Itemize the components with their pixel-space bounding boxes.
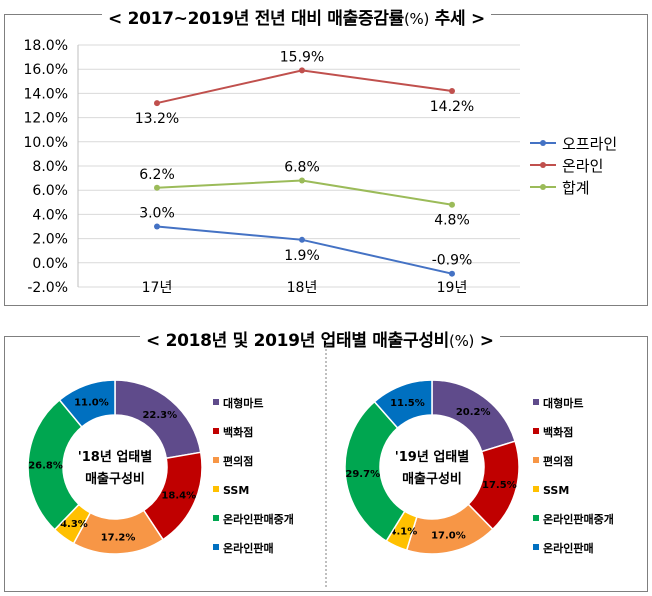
slice-label: 4.3% <box>60 519 88 530</box>
legend-marker <box>540 184 546 190</box>
data-label: 13.2% <box>135 111 179 127</box>
line-chart-title-unit: (%) <box>404 10 430 28</box>
slice-label: 17.2% <box>101 532 136 543</box>
donut-center-label: 매출구성비 <box>402 471 462 487</box>
legend-label: 백화점 <box>543 425 573 439</box>
legend-label: SSM <box>223 484 249 497</box>
data-point <box>154 100 160 107</box>
data-label: 14.2% <box>430 99 474 115</box>
legend-label: 편의점 <box>223 454 253 468</box>
line-chart: -2.0% 0.0% 2.0% 4.0% 6.0% 8.0% 10.0% 12.0% 14.0%… <box>24 38 618 296</box>
slice-label: 20.2% <box>456 407 491 418</box>
legend-swatch <box>533 428 539 434</box>
slice-label: 17.5% <box>482 480 517 491</box>
legend-label: 온라인판매 <box>543 541 594 555</box>
legend-label: 합계 <box>562 179 590 197</box>
line-chart-panel <box>4 14 648 306</box>
donut-center-label: '18년 업태별 <box>78 449 152 465</box>
data-label: 6.2% <box>139 167 175 183</box>
legend-swatch <box>213 457 219 463</box>
legend-swatch <box>213 399 219 405</box>
legend-label: SSM <box>543 484 569 497</box>
legend-label: 온라인판매중개 <box>223 512 294 526</box>
donut-center-label: '19년 업태별 <box>395 449 469 465</box>
y-tick-label: 14.0% <box>24 86 68 102</box>
data-label: 15.9% <box>280 49 324 65</box>
line-chart-title-text: < 2017~2019년 전년 대비 매출증감률 <box>108 9 404 29</box>
donut-slice <box>58 379 116 428</box>
donut-chart-title-suffix: > <box>474 331 494 351</box>
legend-marker <box>540 162 546 168</box>
legend-marker <box>540 140 546 146</box>
legend-label: 대형마트 <box>543 396 583 410</box>
data-point <box>449 270 455 277</box>
legend-swatch <box>213 515 219 521</box>
donut-slice <box>373 379 433 430</box>
donut-chart-title: < 2018년 및 2019년 업태별 매출구성비(%) > <box>140 326 500 351</box>
y-tick-label: 12.0% <box>24 111 68 127</box>
data-point <box>154 184 160 191</box>
y-tick-label: 2.0% <box>32 232 68 248</box>
donut-chart-title-unit: (%) <box>449 332 475 350</box>
y-tick-label: 4.0% <box>32 207 68 223</box>
slice-label: 17.0% <box>431 531 466 542</box>
slice-label: 4.1% <box>390 526 418 537</box>
legend-label: 온라인판매 <box>223 541 274 555</box>
y-tick-label: 16.0% <box>24 62 68 78</box>
legend-label: 온라인 <box>562 157 603 175</box>
y-tick-label: 10.0% <box>24 135 68 151</box>
slice-label: 18.4% <box>161 491 196 502</box>
legend-swatch <box>213 544 219 550</box>
donut-chart-title-text: < 2018년 및 2019년 업태별 매출구성비 <box>146 331 450 351</box>
data-point <box>299 177 305 184</box>
legend-swatch <box>533 544 539 550</box>
y-tick-label: 8.0% <box>32 159 68 175</box>
data-label: 1.9% <box>284 248 320 264</box>
line-chart-title-suffix: 추세 > <box>429 9 486 29</box>
x-tick-label: 17년 <box>142 280 173 296</box>
y-tick-label: 18.0% <box>24 38 68 54</box>
line-chart-title: < 2017~2019년 전년 대비 매출증감률(%) 추세 > <box>102 4 491 29</box>
data-point <box>449 201 455 208</box>
donut-center-label: 매출구성비 <box>85 471 145 487</box>
slice-label: 11.0% <box>74 398 109 409</box>
data-point <box>449 87 455 94</box>
data-label: -0.9% <box>432 253 473 269</box>
legend-swatch <box>533 486 539 492</box>
slice-label: 26.8% <box>28 460 63 471</box>
legend-swatch <box>533 515 539 521</box>
y-tick-label: -2.0% <box>27 280 68 296</box>
x-tick-label: 18년 <box>287 280 318 296</box>
x-tick-label: 19년 <box>437 280 468 296</box>
data-point <box>299 236 305 243</box>
data-label: 4.8% <box>434 213 470 229</box>
slice-label: 11.5% <box>390 398 425 409</box>
legend-label: 편의점 <box>543 454 573 468</box>
legend-swatch <box>533 457 539 463</box>
data-label: 3.0% <box>139 206 175 222</box>
legend-label: 대형마트 <box>223 396 263 410</box>
data-label: 6.8% <box>284 160 320 176</box>
y-tick-label: 6.0% <box>32 183 68 199</box>
legend-swatch <box>213 486 219 492</box>
legend-label: 백화점 <box>223 425 253 439</box>
legend-label: 온라인판매중개 <box>543 512 614 526</box>
slice-label: 29.7% <box>345 469 380 480</box>
data-point <box>299 67 305 74</box>
slice-label: 22.3% <box>142 410 177 421</box>
y-tick-label: 0.0% <box>32 256 68 272</box>
legend-label: 오프라인 <box>562 135 617 153</box>
legend-swatch <box>213 428 219 434</box>
legend-swatch <box>533 399 539 405</box>
data-point <box>154 223 160 230</box>
